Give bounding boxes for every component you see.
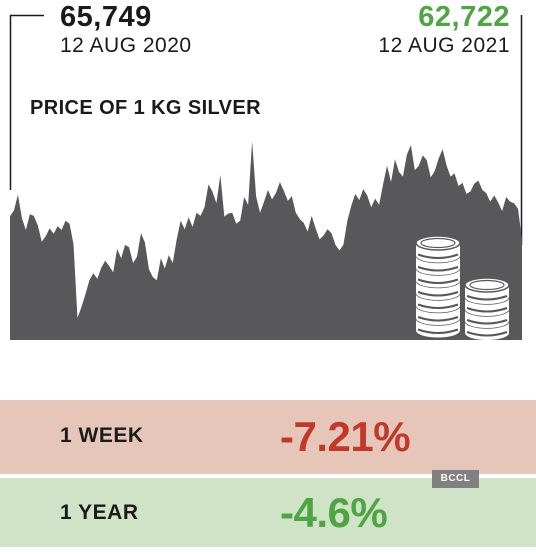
one-week-change-row: 1 WEEK -7.21% (0, 400, 536, 474)
start-price-value: 65,749 (60, 1, 152, 33)
one-year-change-value: -4.6% (280, 489, 388, 536)
one-week-label: 1 WEEK (60, 424, 144, 447)
end-date-label: 12 AUG 2021 (378, 34, 510, 57)
one-year-change-row: 1 YEAR -4.6% (0, 478, 536, 547)
price-area-series (10, 141, 522, 340)
coin-stack-icon (415, 235, 510, 340)
chart-title: PRICE OF 1 KG SILVER (30, 97, 261, 119)
price-area-chart (9, 14, 523, 340)
one-week-change-value: -7.21% (280, 413, 411, 460)
end-price-value: 62,722 (418, 1, 510, 33)
one-year-label: 1 YEAR (60, 501, 139, 524)
credit-badge: BCCL (432, 470, 479, 488)
start-date-label: 12 AUG 2020 (60, 34, 192, 57)
